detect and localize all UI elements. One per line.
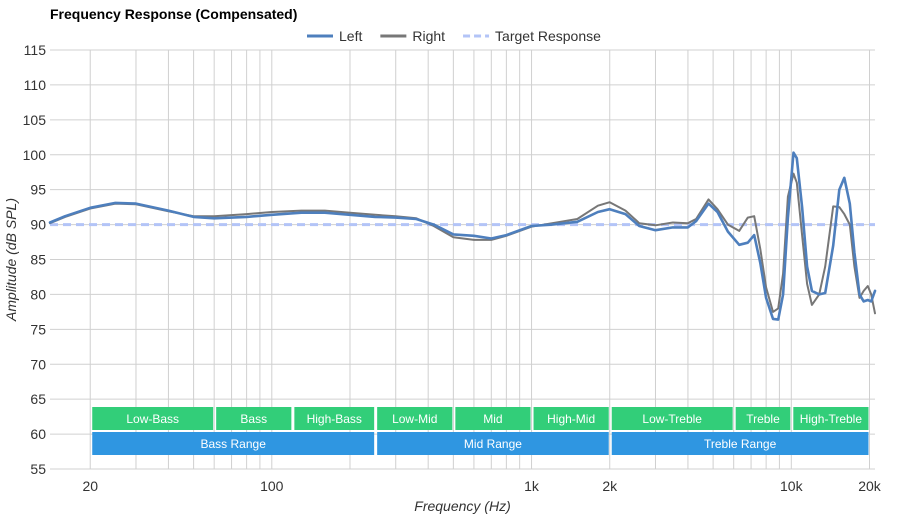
band-rect	[216, 407, 292, 430]
band-rect	[735, 407, 791, 430]
y-tick-label: 95	[30, 182, 46, 198]
y-axis-label: Amplitude (dB SPL)	[3, 198, 19, 322]
band-rect	[377, 407, 453, 430]
grid	[50, 49, 875, 470]
x-tick-label: 1k	[524, 478, 540, 494]
series-line-right	[49, 172, 876, 315]
legend-label: Left	[339, 28, 362, 44]
y-tick-label: 80	[30, 286, 46, 302]
x-tick-label: 20k	[858, 478, 882, 494]
band-rect	[455, 407, 531, 430]
band-label: High-Treble	[800, 412, 863, 426]
band-label: Treble Range	[704, 437, 777, 451]
band-label: Mid	[483, 412, 502, 426]
y-tick-label: 60	[30, 426, 46, 442]
chart-title: Frequency Response (Compensated)	[50, 6, 298, 22]
x-tick-label: 2k	[602, 478, 618, 494]
y-tick-label: 55	[30, 461, 46, 477]
band-row: Bass Range Mid Range Treble Range	[92, 432, 869, 455]
y-tick-label: 115	[24, 42, 47, 58]
y-tick-label: 70	[30, 356, 46, 372]
band-label: Low-Mid	[392, 412, 437, 426]
band-rect	[92, 407, 214, 430]
y-tick-label: 65	[30, 391, 46, 407]
x-tick-label: 20	[82, 478, 98, 494]
legend-label: Target Response	[495, 28, 601, 44]
band-label: Mid Range	[464, 437, 522, 451]
band-rect	[611, 432, 869, 455]
series-line-left	[48, 151, 877, 321]
band-rect	[294, 407, 375, 430]
band-rect	[611, 407, 733, 430]
y-tick-label: 75	[30, 321, 46, 337]
band-rect	[377, 432, 609, 455]
y-tick-label: 100	[23, 147, 47, 163]
band-label: Low-Treble	[642, 412, 702, 426]
band-label: High-Mid	[547, 412, 595, 426]
y-tick-label: 105	[23, 112, 47, 128]
y-tick-label: 110	[24, 77, 47, 93]
band-row: Low-Bass Bass High-Bass Low-Mid Mid High-Mid L…	[92, 407, 869, 430]
band-label: Low-Bass	[126, 412, 179, 426]
x-tick-label: 100	[260, 478, 284, 494]
legend: Left Right Target Response	[307, 28, 601, 44]
band-label: Bass	[240, 412, 267, 426]
y-tick-label: 90	[30, 217, 46, 233]
band-rect	[793, 407, 869, 430]
band-label: Treble	[746, 412, 780, 426]
band-label: Bass Range	[201, 437, 267, 451]
band-rect	[92, 432, 375, 455]
x-tick-label: 10k	[780, 478, 804, 494]
legend-label: Right	[412, 28, 445, 44]
x-axis-label: Frequency (Hz)	[414, 498, 510, 514]
y-tick-label: 85	[30, 252, 46, 268]
band-label: High-Bass	[307, 412, 362, 426]
band-rect	[533, 407, 609, 430]
